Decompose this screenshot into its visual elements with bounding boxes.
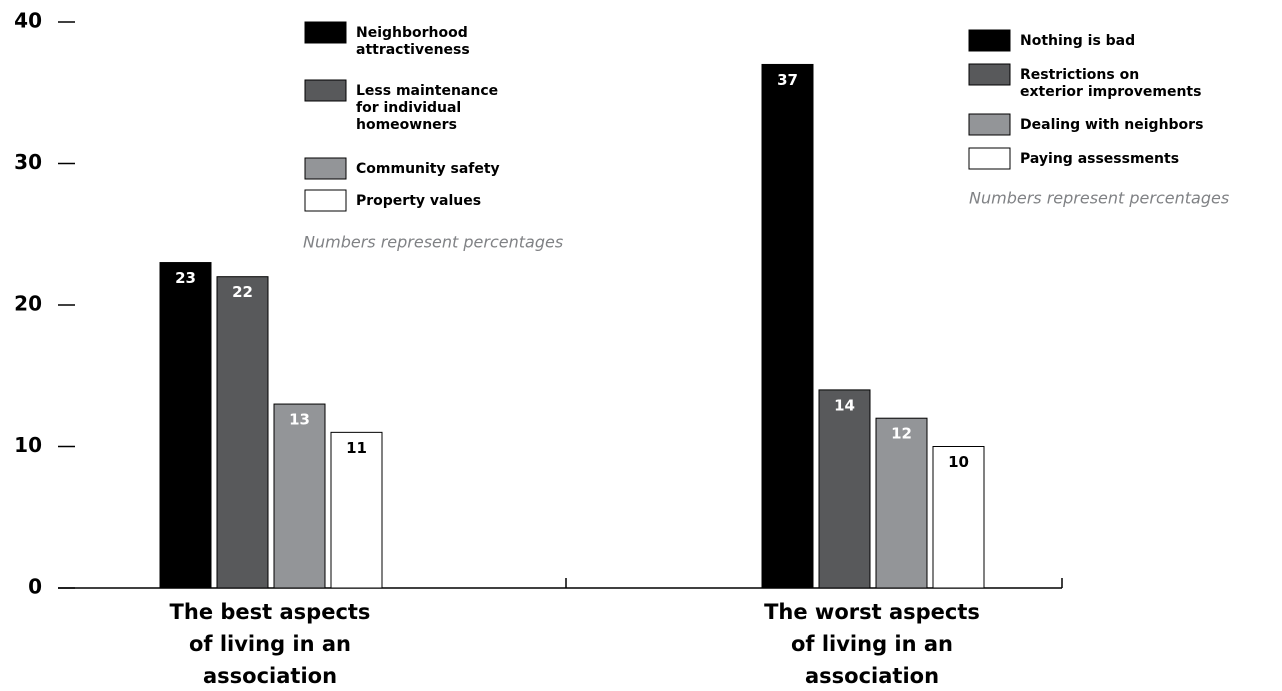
legend-swatch [304, 189, 347, 212]
legend-label: Dealing with neighbors [1020, 117, 1203, 133]
legend-label: Community safety [356, 161, 500, 177]
value-label: 22 [232, 283, 253, 301]
y-tick-label: 40 [14, 9, 42, 33]
bar [875, 417, 928, 589]
legend-label: Property values [356, 193, 481, 209]
legend-swatch [304, 157, 347, 180]
bar [818, 389, 871, 589]
value-label: 11 [346, 439, 367, 457]
bar [216, 276, 269, 589]
legend-swatch [304, 21, 347, 44]
legend-label: for individual [356, 100, 461, 116]
value-label: 13 [289, 411, 310, 429]
bar [159, 262, 212, 589]
legend-swatch [304, 79, 347, 102]
bar [761, 63, 814, 589]
note: Numbers represent percentages [969, 189, 1229, 208]
category-label: association [203, 664, 337, 688]
legend-label: attractiveness [356, 42, 470, 58]
category-label: of living in an [189, 632, 351, 656]
legend-swatch [968, 147, 1011, 170]
bar [330, 431, 383, 589]
legend-swatch [968, 29, 1011, 52]
legend-swatch [968, 63, 1011, 86]
legend-label: exterior improvements [1020, 84, 1201, 100]
y-tick-label: 0 [28, 575, 42, 599]
legend-label: Neighborhood [356, 25, 468, 41]
legend-label: Paying assessments [1020, 151, 1179, 167]
value-label: 23 [175, 269, 196, 287]
y-tick-label: 30 [14, 150, 42, 174]
value-label: 12 [891, 425, 912, 443]
legend-label: homeowners [356, 117, 457, 133]
category-label: of living in an [791, 632, 953, 656]
legend-label: Restrictions on [1020, 67, 1139, 83]
note: Numbers represent percentages [303, 233, 563, 252]
bar [273, 403, 326, 589]
y-tick-label: 20 [14, 292, 42, 316]
legend-swatch [968, 113, 1011, 136]
legend-label: Less maintenance [356, 83, 498, 99]
legend-label: Nothing is bad [1020, 33, 1135, 49]
category-label: association [805, 664, 939, 688]
value-label: 10 [948, 453, 969, 471]
category-label: The best aspects [170, 600, 371, 624]
y-tick-label: 10 [14, 433, 42, 457]
value-label: 14 [834, 396, 855, 414]
category-label: The worst aspects [764, 600, 980, 624]
value-label: 37 [777, 71, 798, 89]
bar [932, 446, 985, 589]
